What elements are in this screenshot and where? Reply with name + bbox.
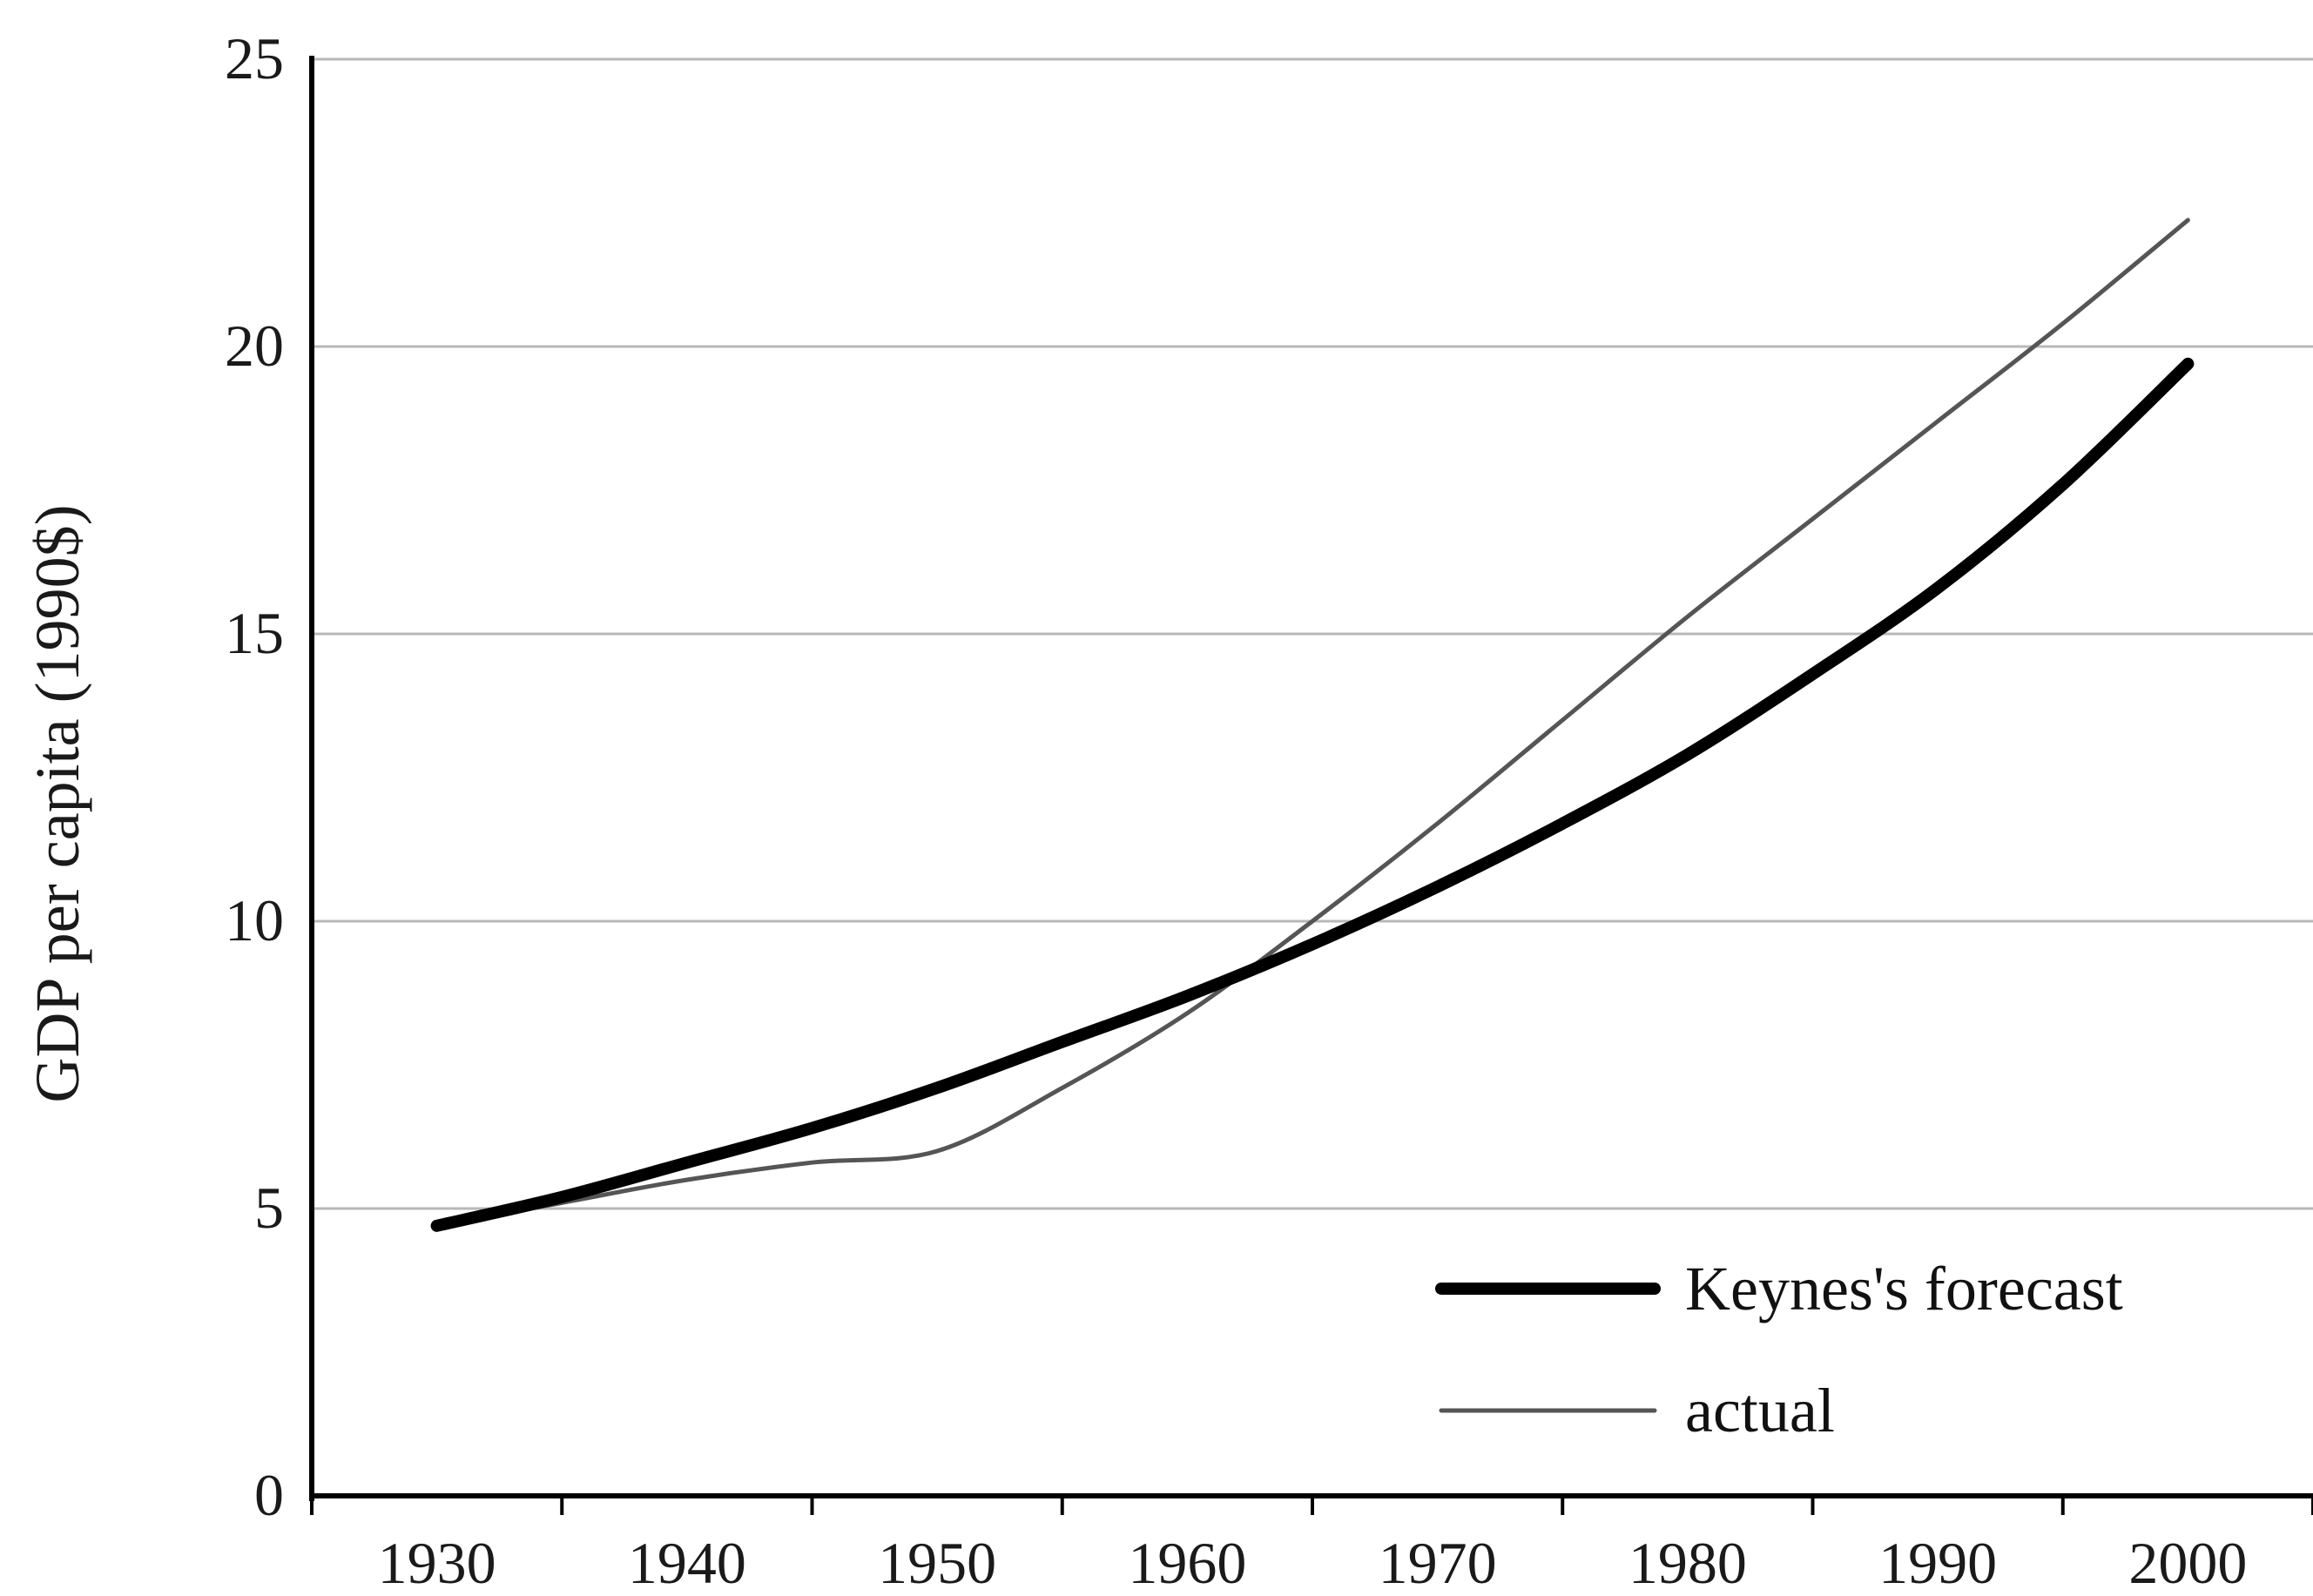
y-tick-label: 10 [225, 887, 284, 953]
y-tick-label: 15 [225, 600, 284, 666]
y-tick-label: 25 [225, 25, 284, 91]
y-tick-label: 0 [254, 1462, 284, 1528]
series-line-keynes-s-forecast [430, 357, 2195, 1232]
x-tick-label: 1990 [1878, 1530, 1997, 1596]
y-axis-title: GDP per capita (1990$) [23, 504, 92, 1102]
series-group [430, 218, 2195, 1232]
y-tick-label: 20 [225, 313, 284, 379]
legend: Keynes's forecast actual [1435, 1254, 2123, 1445]
x-tick-label: 1940 [628, 1530, 746, 1596]
series-line-actual [435, 218, 2190, 1229]
y-axis-ticks: 0 5 10 15 20 25 [225, 25, 284, 1528]
legend-label: Keynes's forecast [1685, 1254, 2123, 1323]
x-tick-label: 1980 [1629, 1530, 1747, 1596]
gridlines [312, 57, 2313, 1210]
x-tick-label: 1930 [378, 1530, 496, 1596]
x-tick-label: 1950 [878, 1530, 996, 1596]
y-tick-label: 5 [254, 1175, 284, 1241]
x-tick-label: 1960 [1128, 1530, 1246, 1596]
x-axis-ticks: 1930 1940 1950 1960 1970 1980 1990 2000 [310, 1496, 2313, 1596]
x-tick-label: 1970 [1379, 1530, 1497, 1596]
legend-label: actual [1685, 1376, 1835, 1445]
x-tick-label: 2000 [2128, 1530, 2247, 1596]
